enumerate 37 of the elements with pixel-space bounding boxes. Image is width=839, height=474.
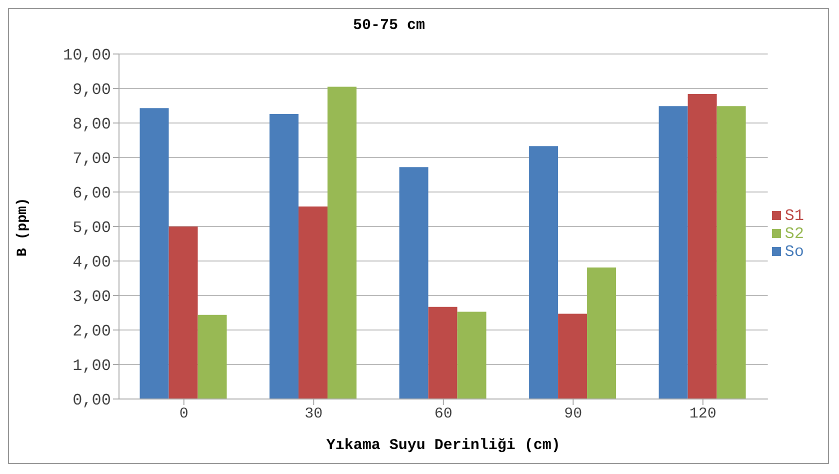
x-tick-label: 60 — [434, 406, 452, 423]
bar — [399, 167, 428, 399]
x-tick-label: 0 — [179, 406, 188, 423]
bar — [587, 268, 616, 399]
y-axis-title: B (ppm) — [14, 198, 31, 256]
y-tick-label: 1,00 — [72, 357, 111, 376]
y-tick-label: 5,00 — [72, 219, 111, 238]
legend-label: S1 — [784, 207, 804, 225]
bar — [298, 206, 328, 399]
bar — [716, 106, 746, 399]
bar — [688, 94, 717, 399]
bar — [270, 114, 299, 399]
bar — [140, 108, 169, 399]
y-tick-label: 8,00 — [72, 116, 111, 134]
y-tick-label: 7,00 — [72, 150, 111, 168]
y-tick-label: 3,00 — [72, 288, 111, 306]
bar — [658, 106, 688, 399]
x-tick-label: 30 — [304, 406, 323, 423]
x-axis-title: Yıkama Suyu Derinliği (cm) — [326, 437, 560, 454]
bar — [168, 226, 198, 399]
bar — [428, 306, 458, 399]
y-tick-label: 2,00 — [72, 322, 111, 341]
legend-label: S2 — [784, 225, 804, 243]
bar — [529, 146, 558, 399]
bar — [198, 314, 227, 399]
y-tick-label: 9,00 — [72, 81, 111, 100]
chart-title: 50-75 cm — [352, 17, 426, 34]
bar — [558, 314, 588, 399]
y-tick-label: 4,00 — [72, 254, 111, 272]
y-tick-label: 10,00 — [62, 46, 111, 65]
bar — [457, 312, 486, 399]
x-tick-label: 120 — [689, 406, 716, 423]
legend-label: So — [784, 243, 804, 261]
bar — [328, 86, 357, 399]
y-tick-label: 6,00 — [72, 184, 111, 203]
x-tick-label: 90 — [564, 406, 582, 423]
y-tick-label: 0,00 — [72, 392, 111, 410]
